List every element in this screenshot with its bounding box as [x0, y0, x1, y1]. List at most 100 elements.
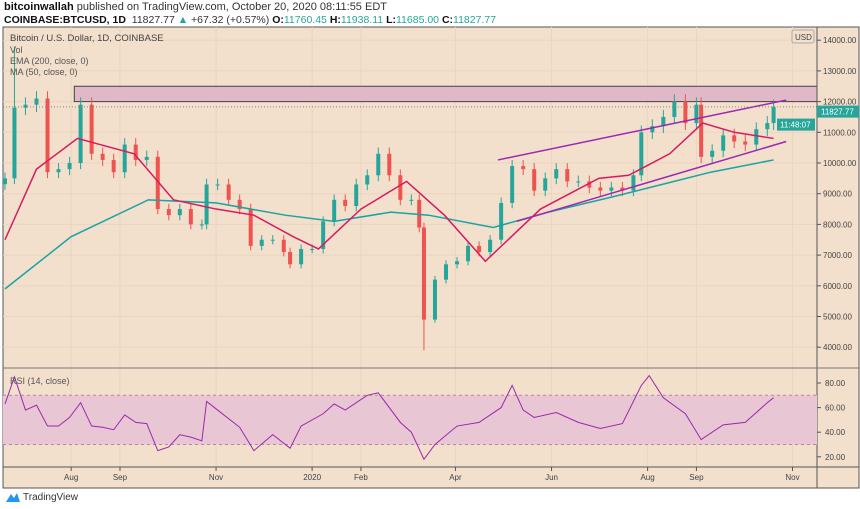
candle-body — [510, 166, 515, 203]
price-tick-label: 5000.00 — [823, 313, 852, 322]
last-price-tag-text: 11827.77 — [821, 108, 854, 117]
currency-button — [791, 29, 815, 44]
ma-50-line — [4, 122, 774, 263]
time-tick-label: Feb — [354, 473, 368, 482]
candle-body — [204, 184, 209, 225]
price-tick-label: 8000.00 — [823, 220, 852, 229]
candle-body — [376, 153, 381, 176]
candle-body — [672, 101, 677, 117]
candle-body — [409, 199, 414, 201]
price-tick-label: 12000.00 — [823, 98, 857, 107]
candle-body — [444, 264, 448, 280]
legend-ema: EMA (200, close, 0) — [10, 56, 89, 66]
candle-body — [259, 239, 264, 246]
candle-body — [354, 184, 359, 206]
candle-body — [34, 98, 39, 105]
candle-body — [694, 104, 699, 124]
rsi-tick-label: 80.00 — [825, 379, 846, 388]
low-label: L: — [386, 14, 396, 26]
candle-body — [650, 126, 655, 133]
candle-body — [237, 199, 242, 210]
candle-body — [387, 153, 392, 176]
candle-body — [565, 169, 570, 182]
countdown-tag-text: 11:48:07 — [780, 121, 811, 130]
symbol: COINBASE:BTCUSD, 1D — [4, 14, 126, 26]
candle-body — [3, 178, 7, 185]
close-label: C: — [441, 14, 454, 26]
publish-info: bitcoinwallah published on TradingView.c… — [4, 1, 387, 13]
candle-body — [477, 245, 482, 253]
candle-body — [177, 209, 182, 216]
candle-body — [488, 239, 493, 253]
candle-body — [432, 279, 437, 320]
tradingview-logo[interactable]: TradingView — [5, 491, 78, 503]
candle-body — [133, 144, 138, 160]
candle-body — [144, 156, 149, 160]
candle-body — [188, 209, 193, 225]
price-tick-label: 6000.00 — [823, 282, 852, 291]
candle-body — [683, 101, 688, 124]
candle-body — [270, 239, 275, 241]
candle-body — [281, 239, 286, 253]
candle-body — [23, 104, 28, 108]
time-tick-label: Apr — [449, 473, 462, 482]
price-tick-label: 14000.00 — [823, 36, 857, 45]
rsi-line — [4, 374, 774, 461]
legend-vol: Vol — [10, 45, 23, 55]
candle-body — [166, 209, 171, 216]
author[interactable]: bitcoinwallah — [4, 1, 74, 13]
brand-name: TradingView — [23, 491, 79, 503]
resistance-zone — [73, 85, 818, 103]
candle-body — [699, 104, 704, 157]
up-arrow-icon: ▲ — [177, 14, 189, 26]
candle-body — [67, 163, 72, 170]
time-tick-label: Aug — [64, 473, 78, 482]
candle-body — [78, 104, 83, 163]
candle-body — [365, 175, 370, 185]
publish-date: published on TradingView.com, October 20… — [76, 1, 387, 13]
candle-body — [554, 169, 559, 179]
candle-body — [310, 248, 315, 250]
tradingview-logo-icon — [6, 493, 20, 502]
candle-body — [299, 248, 304, 265]
price-tick-label: 13000.00 — [823, 67, 857, 76]
candle-body — [321, 221, 326, 249]
low-value: 11685.00 — [396, 14, 440, 26]
candle-body — [661, 116, 666, 127]
countdown-tag — [777, 118, 815, 131]
legend-title: Bitcoin / U.S. Dollar, 1D, COINBASE — [10, 33, 164, 44]
candle-body — [639, 132, 644, 176]
candle-body — [754, 129, 759, 145]
ohlc-bar: COINBASE:BTCUSD, 1D 11827.77 ▲ +67.32 (+… — [4, 14, 496, 26]
candle-body — [332, 199, 337, 222]
time-tick-label: Sep — [689, 473, 704, 482]
rsi-band — [3, 395, 817, 445]
candle-body — [765, 123, 770, 130]
time-tick-label: Nov — [785, 473, 799, 482]
candle-body — [576, 181, 581, 183]
candle-body — [288, 252, 293, 265]
ema-200-line — [4, 159, 774, 290]
candle-body — [89, 104, 94, 154]
last-price: 11827.77 — [131, 14, 175, 26]
candle-body — [499, 202, 504, 240]
candle-body — [248, 209, 253, 246]
high-label: H: — [329, 14, 341, 26]
candle-body — [455, 261, 460, 265]
rsi-tick-label: 40.00 — [825, 428, 846, 437]
candle-body — [56, 169, 61, 173]
candle-body — [343, 199, 348, 206]
candle-body — [155, 156, 160, 210]
candle-body — [226, 184, 231, 200]
price-tick-label: 9000.00 — [823, 190, 852, 199]
legend-rsi: RSI (14, close) — [10, 376, 70, 386]
candle-body — [710, 150, 715, 157]
rsi-tick-label: 20.00 — [825, 453, 846, 462]
open-label: O: — [272, 14, 284, 26]
candle-body — [771, 106, 776, 124]
candle-body — [417, 199, 422, 228]
candle-body — [398, 175, 403, 200]
price-tick-label: 10000.00 — [823, 159, 857, 168]
candle-body — [215, 184, 220, 186]
